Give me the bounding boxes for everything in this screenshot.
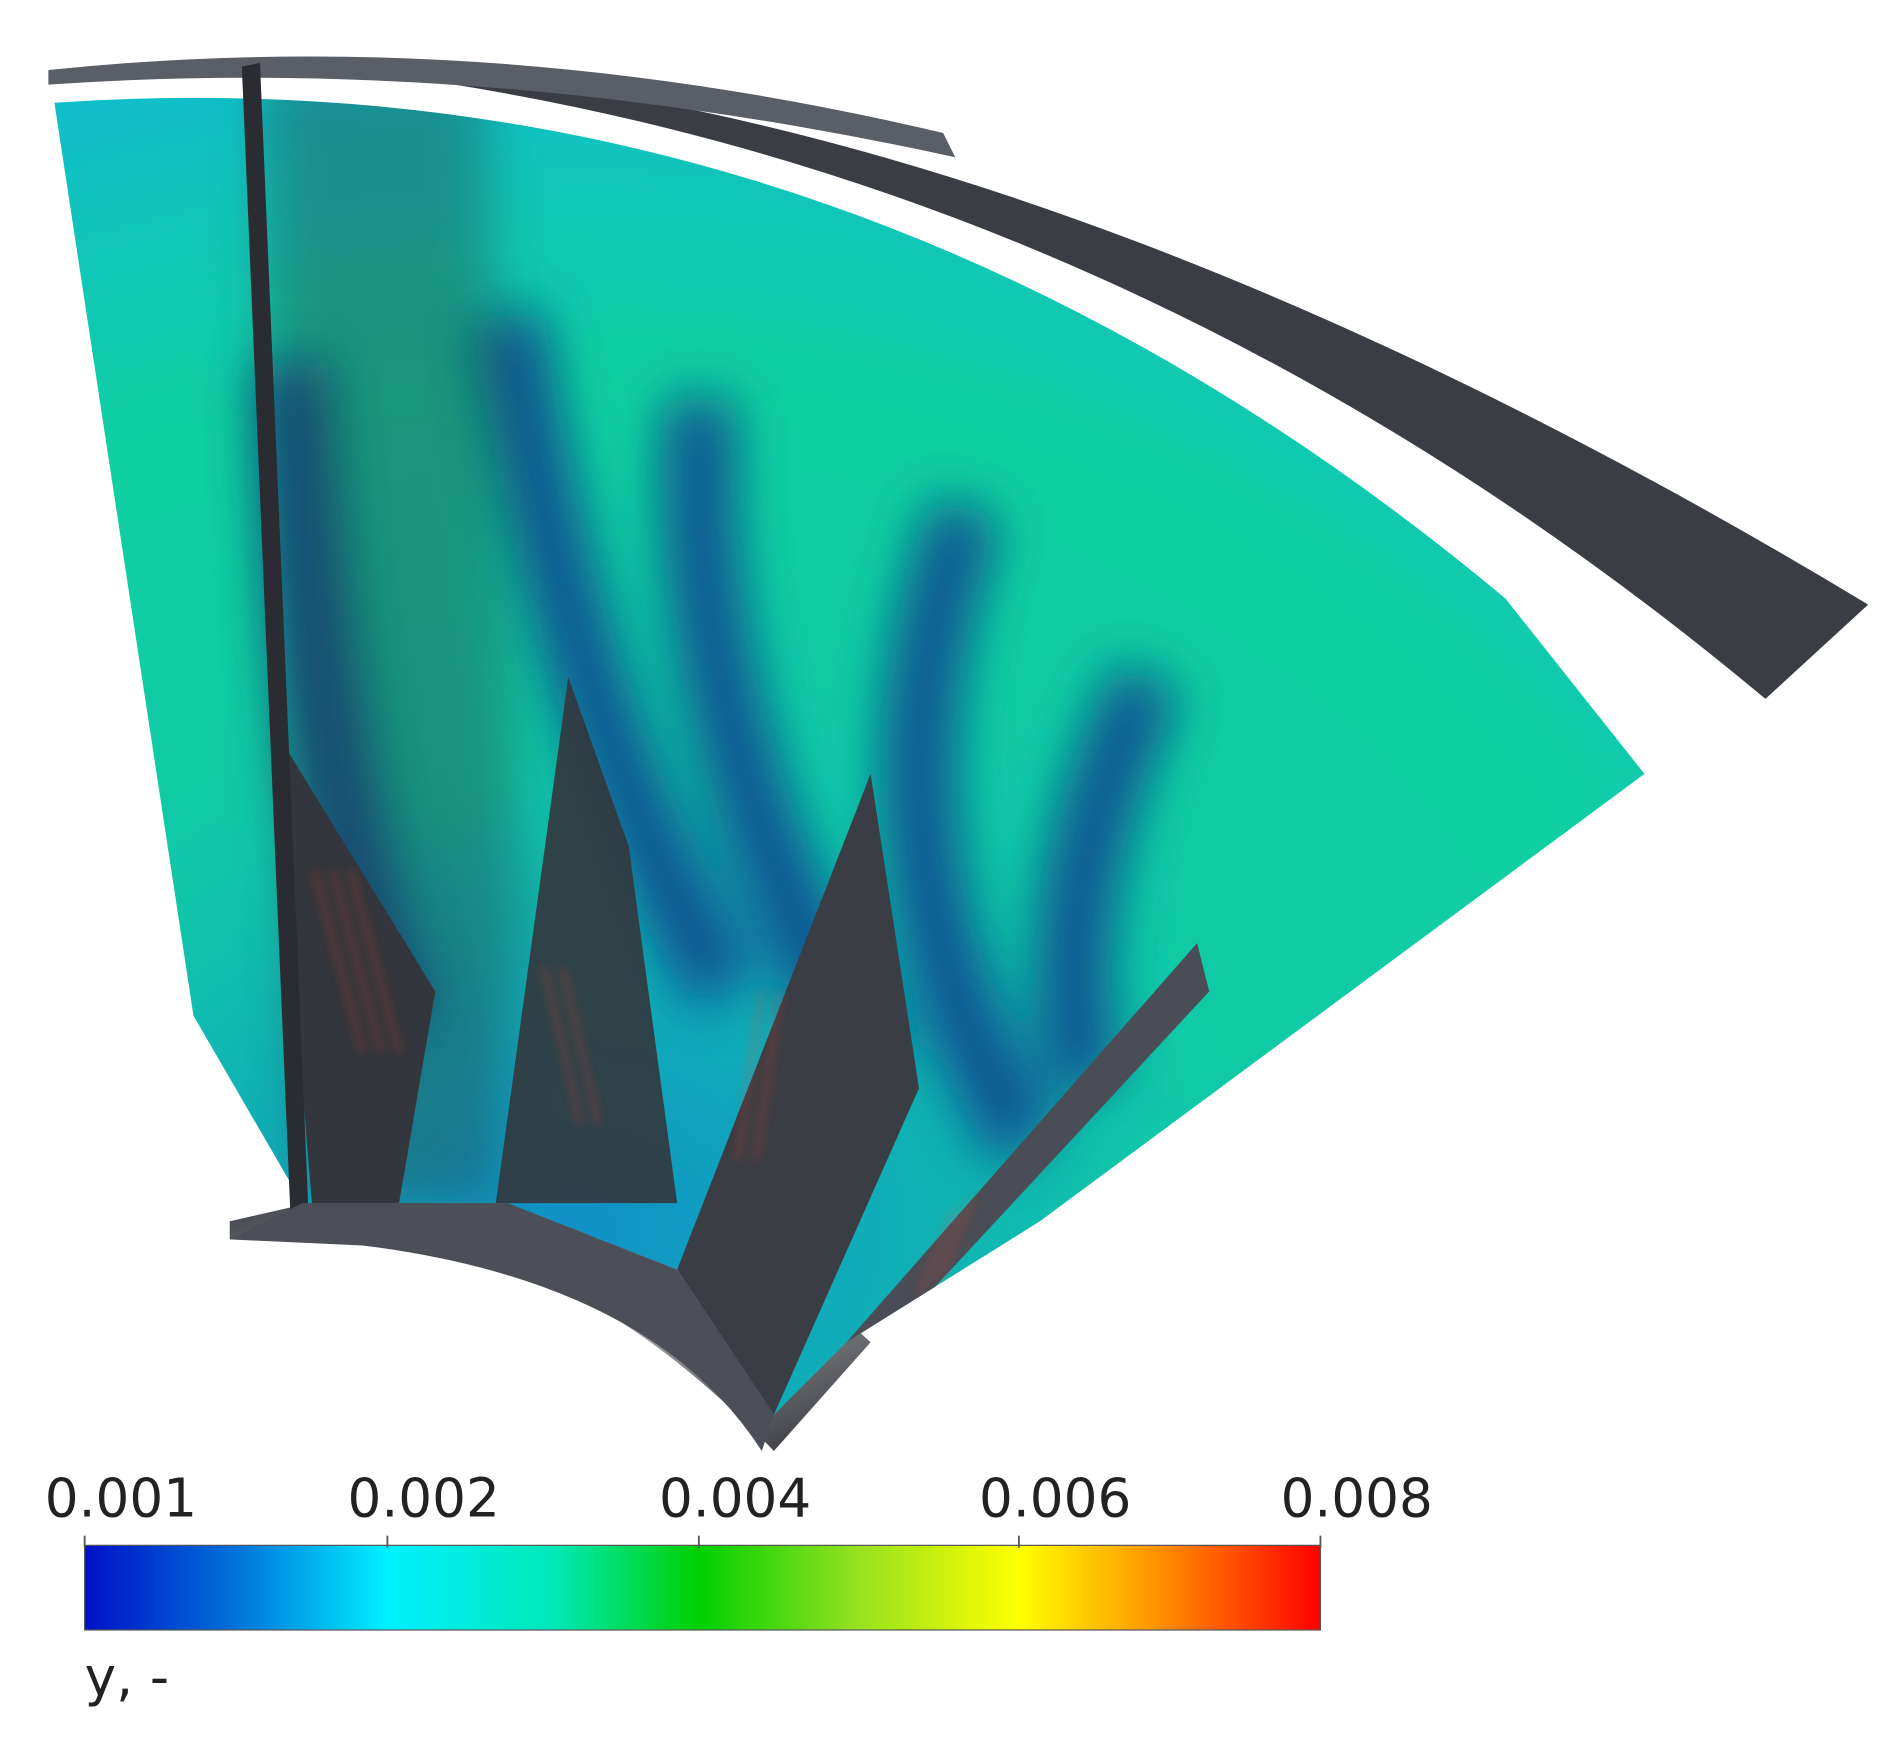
colorbar-label: y, - [85, 1646, 169, 1708]
blade-edge [241, 62, 309, 1210]
colorbar-tick-label: 0.001 [45, 1467, 197, 1529]
shroud [48, 60, 1869, 699]
colorbar-tick-label: 0.002 [348, 1467, 500, 1529]
shroud-highlight [48, 56, 956, 158]
colorbar-gradient [84, 1544, 1322, 1631]
hub-disk [229, 1203, 774, 1452]
colorbar-tick-label: 0.006 [979, 1467, 1131, 1529]
impeller-render [48, 56, 1869, 1452]
colorbar-tick-label: 0.004 [659, 1467, 811, 1529]
colorbar: 0.001 0.002 0.004 0.006 0.008 [45, 1467, 1433, 1631]
colorbar-tick-label: 0.008 [1281, 1467, 1433, 1529]
